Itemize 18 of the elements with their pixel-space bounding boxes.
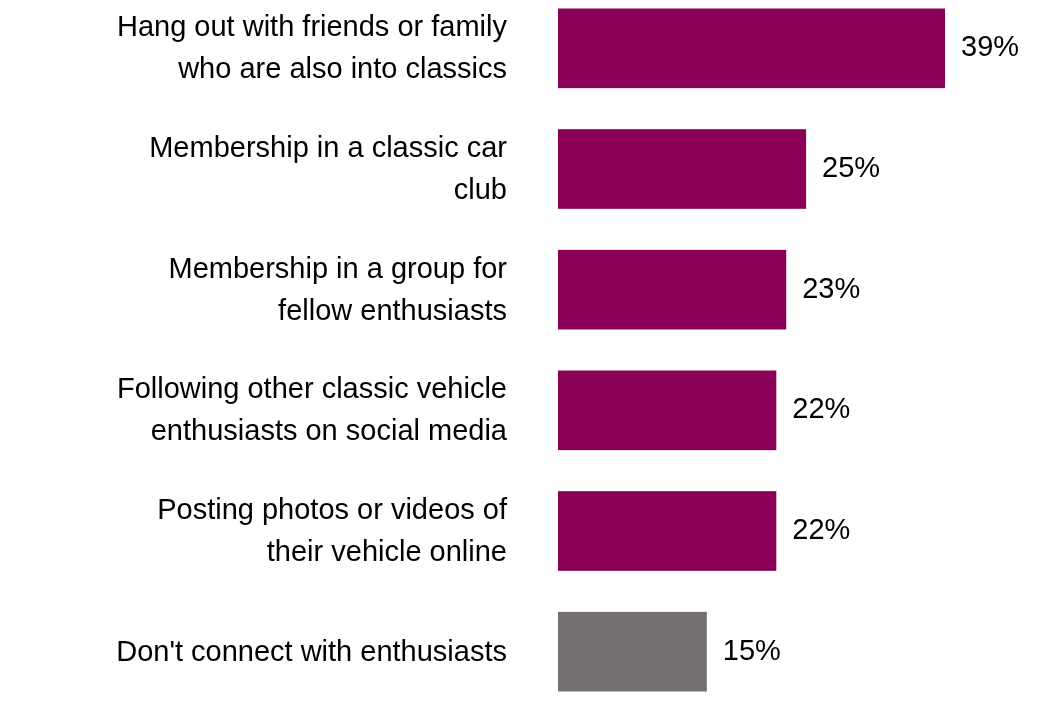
data-label: 23% (802, 271, 861, 304)
y-tick-label: Hang out with friends or family who are also into classics (116, 10, 508, 85)
y-tick-label: Posting photos or videos of their vehicle online (157, 493, 508, 567)
bar (558, 8, 945, 89)
data-label: 22% (792, 392, 851, 425)
data-label: 25% (822, 151, 881, 183)
data-label: 39% (961, 30, 1020, 63)
y-tick-label: Membership in a classic car club (149, 131, 508, 205)
y-tick-label: Following other classic vehicle enthusiasts on social media (116, 372, 508, 447)
y-tick-label: Don't connect with enthusiasts (116, 634, 507, 667)
data-label: 22% (792, 513, 851, 545)
bar (558, 611, 707, 692)
data-label: 15% (722, 633, 781, 666)
y-tick-label: Membership in a group for fellow enthusiasts (168, 251, 508, 326)
bar (558, 129, 807, 209)
bar (558, 491, 777, 571)
bar (558, 370, 777, 451)
bar (558, 249, 787, 330)
